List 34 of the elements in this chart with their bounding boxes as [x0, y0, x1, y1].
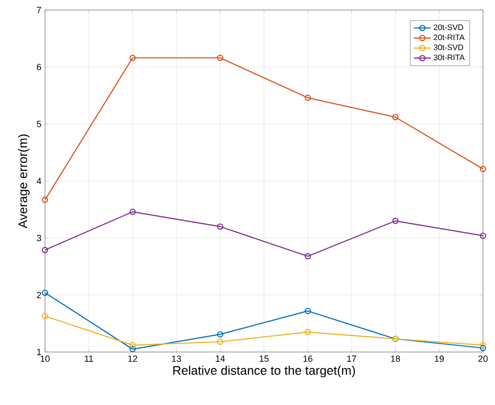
x-axis-title: Relative distance to the target(m): [173, 366, 355, 378]
point: [217, 223, 224, 230]
point: [129, 208, 136, 215]
point: [392, 114, 399, 120]
x-tick-label: 11: [84, 356, 94, 362]
point: [129, 342, 136, 348]
x-tick-label: 15: [260, 356, 269, 362]
x-tick-label: 10: [40, 356, 50, 362]
x-tick-label: 17: [347, 356, 356, 362]
point: [217, 54, 224, 62]
y-tick-label: 6: [36, 64, 42, 70]
point: [304, 94, 311, 101]
point: [304, 328, 311, 336]
x-tick-label: 20: [478, 356, 488, 362]
y-tick-label: 2: [36, 292, 42, 298]
point: [304, 308, 311, 314]
x-tick-label: 13: [172, 356, 181, 362]
y-tick-label: 3: [36, 234, 42, 242]
point: [217, 338, 224, 345]
x-tick-label: 19: [434, 356, 444, 362]
point: [304, 253, 311, 260]
point: [129, 54, 136, 62]
x-tick-label: 14: [216, 356, 225, 362]
x-tick-label: 16: [304, 356, 312, 362]
y-tick-label: 7: [36, 6, 42, 14]
x-tick-label: 12: [128, 356, 138, 362]
y-tick-label: 1: [37, 348, 42, 356]
x-tick-label: 18: [391, 356, 400, 362]
point: [129, 346, 136, 352]
y-tick-label: 5: [36, 120, 42, 128]
point: [217, 331, 224, 338]
y-axis-title: Average error(m): [18, 134, 30, 228]
point: [392, 218, 399, 224]
y-tick-label: 4: [36, 178, 42, 184]
